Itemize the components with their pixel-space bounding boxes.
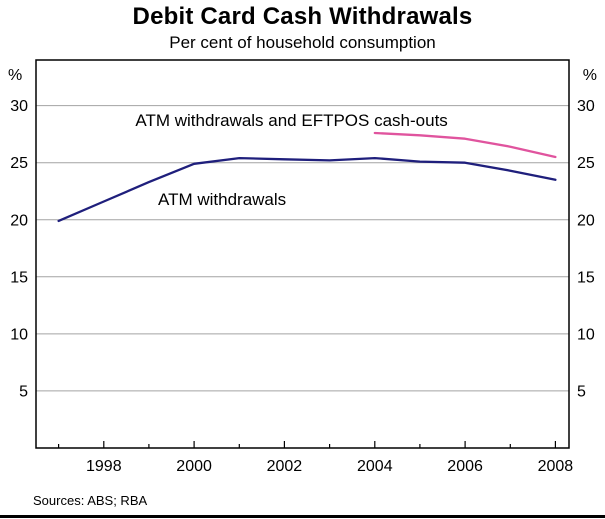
bottom-rule [0, 515, 605, 518]
y-tick-label-right: 5 [577, 383, 586, 400]
x-tick-label: 2000 [176, 458, 212, 475]
x-tick-label: 2008 [538, 458, 574, 475]
y-tick-label-left: 15 [10, 269, 28, 286]
chart-subtitle: Per cent of household consumption [169, 33, 436, 52]
y-tick-label-left: 30 [10, 98, 28, 115]
series-label-0: ATM withdrawals [158, 190, 286, 209]
unit-label-left: % [8, 67, 22, 84]
chart-plot-area: ATM withdrawals ATM withdrawals and EFTPO… [8, 59, 597, 475]
y-tick-label-right: 30 [577, 98, 595, 115]
y-tick-label-left: 20 [10, 212, 28, 229]
chart-title: Debit Card Cash Withdrawals [132, 3, 473, 30]
sources-text: Sources: ABS; RBA [33, 493, 148, 508]
x-tick-label: 1998 [86, 458, 122, 475]
plot-frame [35, 59, 570, 449]
y-tick-label-left: 5 [19, 383, 28, 400]
series-line-0 [57, 156, 557, 223]
y-tick-label-left: 25 [10, 155, 28, 172]
series-line-1 [373, 131, 557, 159]
y-tick-label-right: 25 [577, 155, 595, 172]
series-label-1: ATM withdrawals and EFTPOS cash-outs [135, 111, 447, 130]
x-tick-label: 2004 [357, 458, 393, 475]
y-tick-label-left: 10 [10, 326, 28, 343]
x-tick-label: 2006 [447, 458, 483, 475]
y-tick-label-right: 15 [577, 269, 595, 286]
y-tick-label-right: 10 [577, 326, 595, 343]
x-tick-label: 2002 [267, 458, 303, 475]
unit-label-right: % [583, 67, 597, 84]
y-tick-label-right: 20 [577, 212, 595, 229]
